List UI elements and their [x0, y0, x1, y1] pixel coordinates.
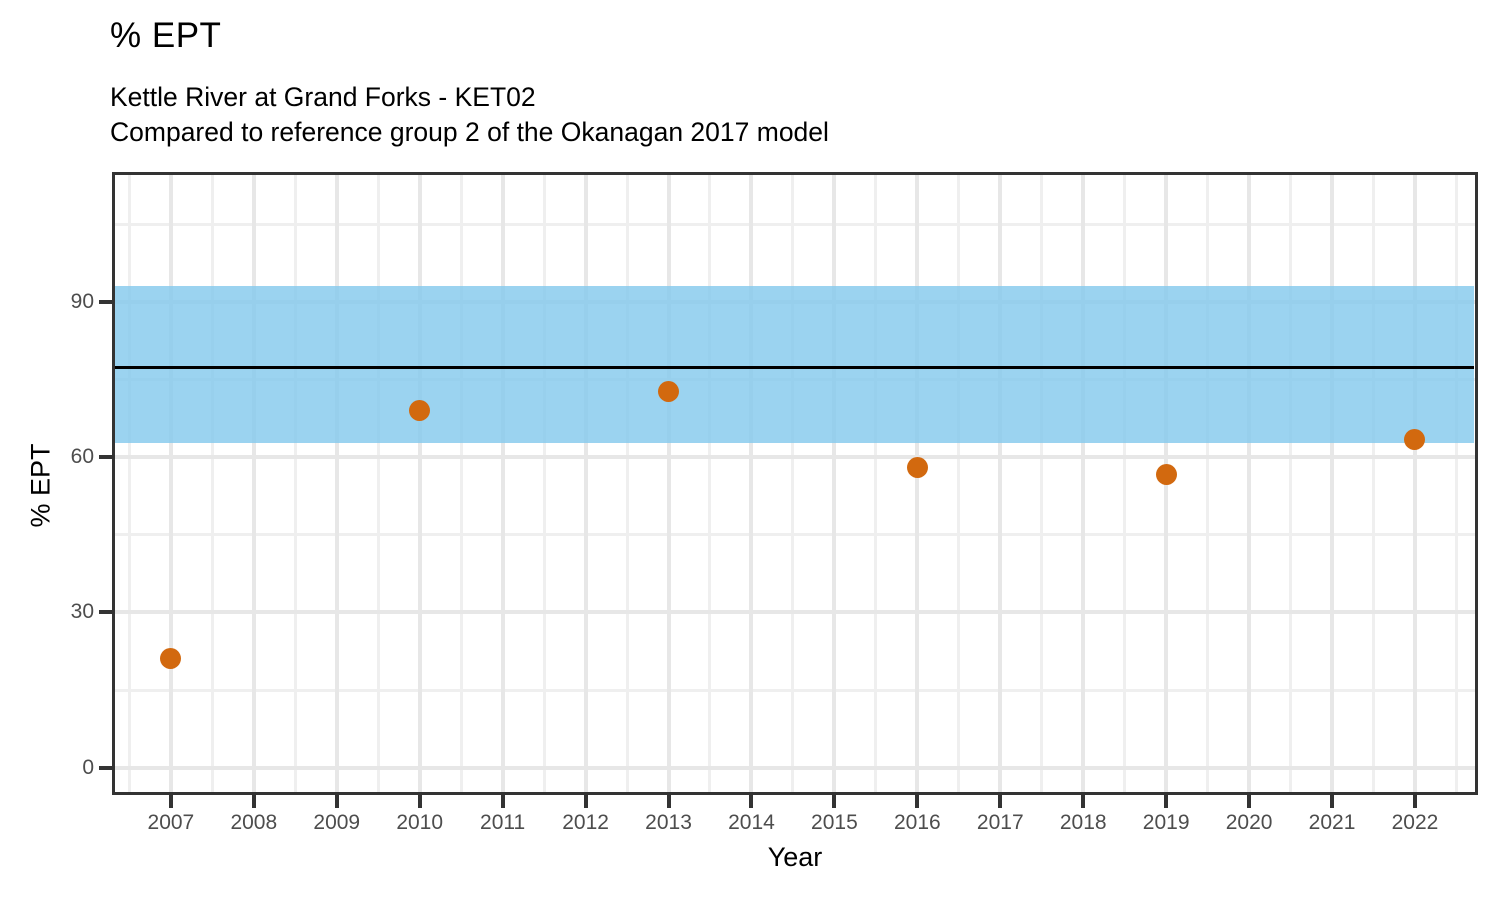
- x-axis-title: Year: [767, 842, 823, 872]
- data-point: [160, 648, 182, 669]
- x-tick-label: 2011: [480, 811, 526, 834]
- x-tick-mark: [1247, 795, 1252, 808]
- gridline-x-major: [1412, 172, 1417, 795]
- data-point: [1404, 428, 1426, 450]
- chart-title: % EPT: [110, 16, 222, 55]
- gridline-x-minor: [210, 172, 214, 795]
- gridline-x-minor: [708, 172, 712, 795]
- x-tick-label: 2021: [1308, 811, 1356, 834]
- x-tick-label: 2013: [645, 811, 692, 834]
- gridline-x-minor: [1040, 172, 1044, 795]
- x-tick-mark: [251, 795, 256, 808]
- x-tick-label: 2017: [976, 811, 1024, 834]
- gridline-x-minor: [791, 172, 795, 795]
- x-tick-mark: [583, 795, 588, 808]
- gridline-x-major: [1247, 172, 1252, 795]
- data-point: [409, 399, 431, 421]
- x-tick-label: 2016: [893, 811, 941, 834]
- x-tick-mark: [998, 795, 1003, 808]
- plot-panel: [112, 172, 1478, 795]
- gridline-x-minor: [1454, 172, 1458, 795]
- data-point: [906, 456, 928, 478]
- y-tick-mark: [99, 610, 112, 615]
- reference-band: [112, 285, 1474, 443]
- gridline-x-major: [500, 172, 505, 795]
- data-point: [658, 380, 680, 402]
- gridline-x-major: [832, 172, 837, 795]
- x-tick-mark: [168, 795, 173, 808]
- x-tick-label: 2009: [313, 811, 361, 834]
- gridline-x-major: [168, 172, 173, 795]
- gridline-y-minor: [112, 223, 1478, 227]
- gridline-x-minor: [1289, 172, 1293, 795]
- gridline-x-minor: [127, 172, 131, 795]
- x-tick-mark: [1081, 795, 1086, 808]
- gridline-y-major: [112, 765, 1478, 770]
- gridline-x-minor: [1123, 172, 1127, 795]
- x-tick-mark: [1164, 795, 1169, 808]
- gridline-y-major: [112, 455, 1478, 460]
- gridline-x-major: [915, 172, 920, 795]
- x-tick-mark: [832, 795, 837, 808]
- gridline-y-minor: [112, 533, 1478, 537]
- y-tick-label: 0: [82, 755, 94, 779]
- x-tick-label: 2020: [1225, 811, 1273, 834]
- x-tick-label: 2015: [811, 811, 858, 834]
- gridline-x-minor: [957, 172, 961, 795]
- data-point: [1155, 463, 1177, 485]
- x-tick-label: 2010: [396, 811, 444, 834]
- gridline-x-major: [417, 172, 422, 795]
- x-tick-label: 2022: [1391, 811, 1439, 834]
- gridline-y-minor: [112, 688, 1478, 692]
- chart-subtitle-line2: Compared to reference group 2 of the Oka…: [110, 117, 829, 147]
- gridline-x-major: [998, 172, 1003, 795]
- gridline-x-major: [583, 172, 588, 795]
- x-tick-label: 2008: [230, 811, 278, 834]
- y-tick-mark: [99, 300, 112, 305]
- gridline-x-major: [334, 172, 339, 795]
- x-tick-mark: [1412, 795, 1417, 808]
- x-tick-mark: [749, 795, 754, 808]
- gridline-x-minor: [1206, 172, 1210, 795]
- x-tick-mark: [334, 795, 339, 808]
- x-tick-mark: [1330, 795, 1335, 808]
- gridline-x-major: [1330, 172, 1335, 795]
- gridline-x-major: [251, 172, 256, 795]
- x-tick-label: 2014: [728, 811, 775, 834]
- x-tick-label: 2012: [562, 811, 609, 834]
- gridline-x-minor: [376, 172, 380, 795]
- gridline-x-major: [1081, 172, 1086, 795]
- gridline-x-minor: [293, 172, 297, 795]
- y-tick-label: 30: [70, 600, 94, 624]
- reference-mean-line: [112, 365, 1474, 369]
- x-tick-mark: [666, 795, 671, 808]
- gridline-x-major: [666, 172, 671, 795]
- x-tick-label: 2018: [1059, 811, 1107, 834]
- x-tick-mark: [500, 795, 505, 808]
- y-tick-mark: [99, 455, 112, 460]
- gridline-y-major: [112, 610, 1478, 615]
- y-tick-mark: [99, 765, 112, 770]
- x-tick-label: 2007: [147, 811, 195, 834]
- x-tick-mark: [915, 795, 920, 808]
- gridline-x-minor: [625, 172, 629, 795]
- chart-subtitle: Kettle River at Grand Forks - KET02 Comp…: [110, 80, 829, 150]
- gridline-x-minor: [542, 172, 546, 795]
- chart-subtitle-line1: Kettle River at Grand Forks - KET02: [110, 82, 536, 112]
- y-tick-label: 90: [70, 290, 94, 314]
- gridline-x-minor: [874, 172, 878, 795]
- gridline-x-major: [749, 172, 754, 795]
- gridline-x-minor: [1371, 172, 1375, 795]
- y-tick-label: 60: [70, 445, 94, 469]
- gridline-x-minor: [459, 172, 463, 795]
- x-tick-label: 2019: [1142, 811, 1190, 834]
- x-tick-mark: [417, 795, 422, 808]
